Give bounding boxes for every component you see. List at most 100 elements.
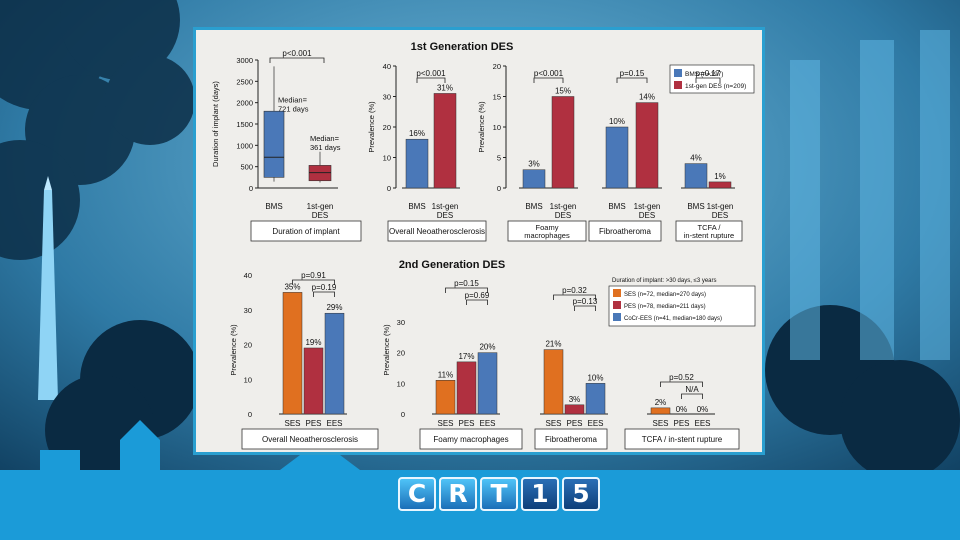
p-value-label: p=0.91 <box>301 271 326 280</box>
y-tick-label: 10 <box>397 379 405 388</box>
bar <box>543 349 564 415</box>
data-label: 19% <box>305 338 321 347</box>
logo-letter: T <box>480 477 518 511</box>
legend-swatch <box>613 301 621 309</box>
panel-label-box <box>624 428 740 450</box>
panel-label: Foamy macrophages <box>433 435 508 444</box>
data-label: 10% <box>587 373 603 382</box>
data-label: 16% <box>409 129 425 138</box>
y-tick-label: 2500 <box>236 77 253 86</box>
bar <box>605 126 629 189</box>
x-tick-label: 1st-gen <box>707 202 734 211</box>
significance-bracket <box>553 294 596 300</box>
significance-bracket <box>681 393 703 399</box>
significance-bracket <box>269 57 325 63</box>
x-tick-label: PES <box>458 419 474 428</box>
tree-silhouette-left <box>0 0 195 260</box>
data-label: 17% <box>458 352 474 361</box>
panel-label-box <box>534 428 608 450</box>
x-tick-label: SES <box>545 419 561 428</box>
x-tick-label: EES <box>694 419 710 428</box>
data-label: 15% <box>555 87 571 96</box>
y-axis-label: Prevalence (%) <box>229 324 238 376</box>
legend-swatch <box>674 69 682 77</box>
box <box>263 110 285 178</box>
significance-bracket <box>445 287 488 293</box>
x-tick-label: SES <box>284 419 300 428</box>
legend-entry: SES (n=72, median=270 days) <box>624 292 706 298</box>
panel-label-box <box>588 220 662 242</box>
significance-bracket <box>416 77 446 83</box>
panel-label-box <box>507 220 587 242</box>
bar <box>708 181 732 189</box>
panel-label: Overall Neoatherosclerosis <box>262 435 358 444</box>
p-value-label: p=0.32 <box>562 286 587 295</box>
x-tick-label: BMS <box>265 202 282 211</box>
significance-bracket <box>660 381 703 387</box>
panel-label: Fibroatheroma <box>545 435 598 444</box>
p-value-label: p=0.15 <box>620 69 645 78</box>
y-tick-label: 0 <box>249 184 253 193</box>
data-label: 20% <box>479 343 495 352</box>
p-value-label: p=0.15 <box>454 279 479 288</box>
significance-bracket <box>695 77 721 83</box>
y-axis-label: Prevalence (%) <box>367 101 376 153</box>
x-tick-label: 1st-gen <box>550 202 577 211</box>
y-tick-label: 1000 <box>236 141 253 150</box>
data-label: 2% <box>655 398 667 407</box>
y-tick-label: 2000 <box>236 99 253 108</box>
x-tick-label: BMS <box>687 202 704 211</box>
x-tick-label: BMS <box>408 202 425 211</box>
data-label: 3% <box>569 395 581 404</box>
bar <box>282 292 303 415</box>
chart-canvas: 1st Generation DES BMS (n=197) 1st-gen DES… <box>211 41 756 450</box>
panel-label-box <box>419 428 523 450</box>
y-tick-label: 20 <box>397 349 405 358</box>
x-tick-label: PES <box>305 419 321 428</box>
y-tick-label: 5 <box>497 154 501 163</box>
chart-title: 1st Generation DES <box>411 41 514 53</box>
panel-label: Overall Neoatherosclerosis <box>389 227 485 236</box>
bar <box>650 407 671 415</box>
chart-title: 2nd Generation DES <box>399 259 505 271</box>
median-annotation: 361 days <box>310 143 341 152</box>
x-tick-label: BMS <box>525 202 542 211</box>
data-label: 0% <box>697 405 709 414</box>
significance-bracket <box>574 305 596 311</box>
slide-panel: 1st Generation DES BMS (n=197) 1st-gen DES… <box>193 27 765 455</box>
p-value-label: p=0.13 <box>573 297 598 306</box>
panel-label: macrophages <box>524 231 570 240</box>
p-value-label: N/A <box>685 385 699 394</box>
y-tick-label: 10 <box>383 154 391 163</box>
significance-bracket <box>533 77 564 83</box>
x-tick-label: DES <box>312 211 328 220</box>
logo-letter: C <box>398 477 436 511</box>
p-value-label: p<0.001 <box>416 69 446 78</box>
significance-bracket <box>466 299 488 305</box>
legend-entry: 1st-gen DES (n=209) <box>685 83 746 90</box>
crt15-logo: C R T 1 5 <box>398 477 600 511</box>
y-tick-label: 20 <box>493 62 501 71</box>
x-tick-label: DES <box>437 211 453 220</box>
panel-label: in-stent rupture <box>684 231 734 240</box>
legend-swatch <box>674 81 682 89</box>
x-tick-label: EES <box>326 419 342 428</box>
p-value-label: p=0.69 <box>465 291 490 300</box>
bar <box>564 404 585 415</box>
logo-letter: R <box>439 477 477 511</box>
panel-label-box <box>387 220 487 242</box>
p-value-label: p<0.001 <box>282 49 312 58</box>
y-tick-label: 1500 <box>236 120 253 129</box>
y-tick-label: 0 <box>387 184 391 193</box>
y-tick-label: 30 <box>244 306 252 315</box>
y-tick-label: 500 <box>240 163 253 172</box>
p-value-label: p=0.17 <box>696 69 721 78</box>
y-axis-label: Prevalence (%) <box>477 101 486 153</box>
median-annotation: 721 days <box>278 105 309 114</box>
y-tick-label: 20 <box>244 341 252 350</box>
p-value-label: p=0.19 <box>312 283 337 292</box>
y-tick-label: 0 <box>248 410 252 419</box>
panel-label: Fibroatheroma <box>599 227 652 236</box>
monument-silhouette <box>38 190 58 400</box>
x-tick-label: 1st-gen <box>634 202 661 211</box>
